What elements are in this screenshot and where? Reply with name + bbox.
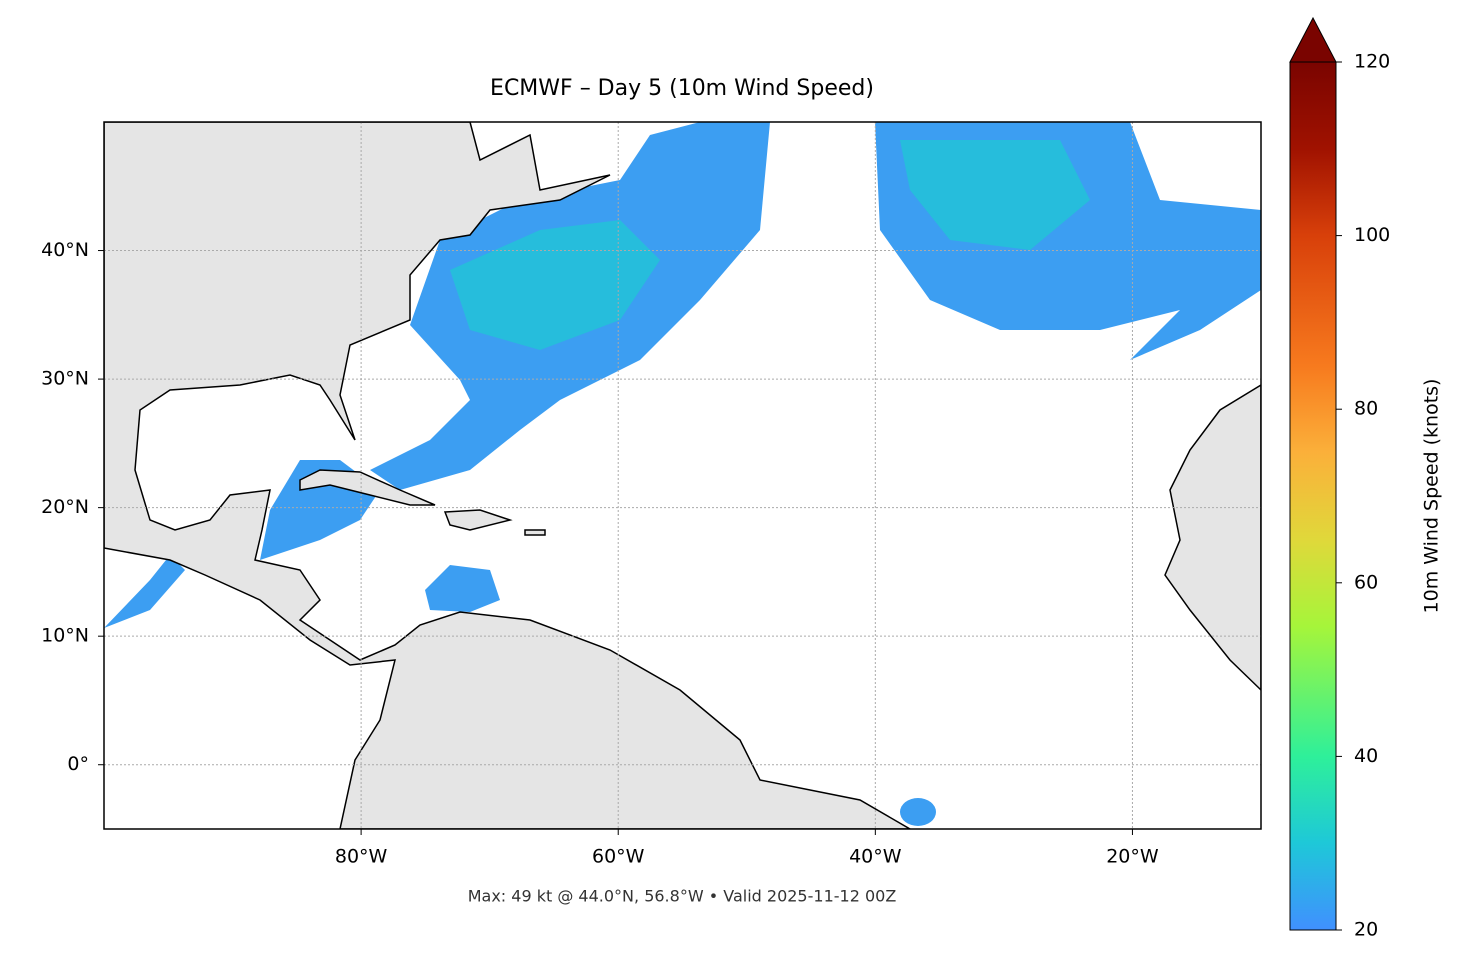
island (524, 529, 546, 536)
map-area (104, 122, 1261, 829)
y-tick-label: 10°N (41, 625, 89, 647)
wind-field (425, 565, 500, 612)
y-tick-label: 20°N (41, 496, 89, 518)
wind-field (450, 220, 660, 350)
wind-field (900, 140, 1090, 250)
map-frame (103, 121, 1262, 830)
colorbar-tick-label: 20 (1354, 919, 1378, 941)
colorbar (1289, 61, 1337, 931)
colorbar-extend (1289, 16, 1337, 63)
chart-title: ECMWF – Day 5 (10m Wind Speed) (490, 76, 874, 101)
x-tick-label: 80°W (335, 846, 388, 868)
island (443, 509, 513, 531)
colorbar-tick-label: 60 (1354, 571, 1378, 593)
x-tick-label: 60°W (592, 846, 645, 868)
island (299, 469, 436, 506)
colorbar-tick-label: 120 (1354, 51, 1390, 73)
y-tick-label: 30°N (41, 368, 89, 390)
wind-field (900, 798, 936, 826)
land (104, 122, 912, 829)
colorbar-tick-label: 80 (1354, 398, 1378, 420)
x-tick-label: 20°W (1106, 846, 1159, 868)
wind-field (104, 555, 185, 628)
y-tick-label: 0° (67, 753, 89, 775)
colorbar-tick-label: 40 (1354, 745, 1378, 767)
colorbar-label: 10m Wind Speed (knots) (1421, 379, 1443, 614)
land (1164, 384, 1261, 692)
y-tick-label: 40°N (41, 239, 89, 261)
footer-note: Max: 49 kt @ 44.0°N, 56.8°W • Valid 2025… (468, 887, 897, 906)
colorbar-tick-label: 100 (1354, 224, 1390, 246)
x-tick-label: 40°W (849, 846, 902, 868)
